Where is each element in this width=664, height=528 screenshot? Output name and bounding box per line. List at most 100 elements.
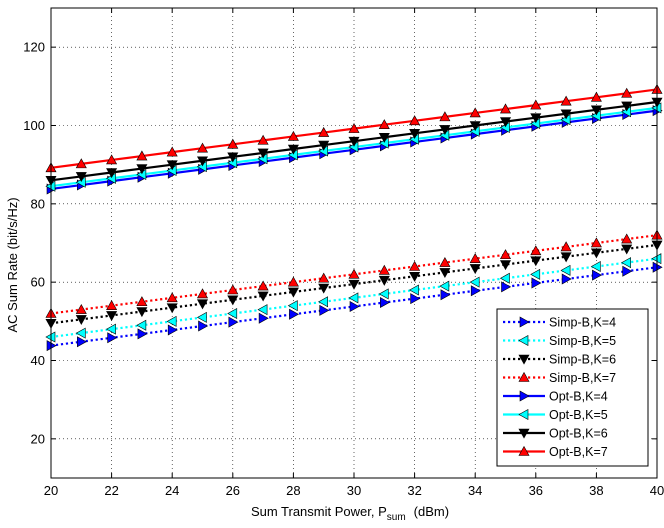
data-point: [499, 103, 512, 114]
data-point: [378, 264, 390, 275]
x-tick-label: 26: [226, 483, 240, 498]
data-point: [196, 142, 209, 153]
y-tick-label: 40: [31, 353, 45, 368]
data-point: [621, 233, 633, 244]
data-point: [75, 303, 87, 314]
data-point: [530, 113, 542, 124]
data-point: [136, 164, 148, 175]
data-point: [137, 328, 148, 340]
legend-marker: [519, 390, 530, 402]
x-axis-label: Sum Transmit Power, Psum (dBm): [251, 504, 449, 523]
legend-entry: Simp-B,K=5: [503, 334, 616, 348]
data-point: [318, 296, 329, 308]
data-point: [348, 268, 360, 279]
x-tick-label: 36: [529, 483, 543, 498]
data-point: [470, 285, 481, 297]
x-tick-label: 40: [650, 483, 664, 498]
legend-marker: [518, 445, 530, 456]
axis-ticks: [50, 8, 658, 478]
data-point: [469, 121, 481, 132]
data-point: [409, 129, 421, 139]
legend-marker: [518, 334, 529, 347]
data-point: [621, 257, 632, 269]
data-point: [318, 272, 330, 283]
data-point: [166, 160, 178, 171]
data-point: [196, 311, 207, 323]
data-point: [289, 308, 300, 320]
data-point: [469, 107, 481, 118]
data-point: [287, 130, 299, 141]
data-point: [198, 320, 209, 332]
data-point: [590, 248, 602, 259]
data-point: [106, 168, 118, 179]
data-point: [107, 332, 118, 344]
data-point: [318, 283, 330, 294]
data-point: [318, 126, 330, 137]
y-tick-label: 100: [23, 118, 45, 133]
data-point: [348, 136, 360, 147]
legend-marker: [518, 428, 530, 439]
data-point: [196, 156, 209, 167]
data-point: [166, 146, 178, 157]
data-point: [287, 276, 299, 287]
data-point: [590, 91, 602, 102]
legend-label: Simp-B,K=6: [549, 353, 616, 367]
legend: Simp-B,K=4 Simp-B,K=5 Simp-B,K=6 Simp-B,K=7…: [496, 308, 649, 467]
data-point: [621, 101, 633, 112]
data-point: [530, 256, 542, 267]
data-point: [287, 300, 298, 312]
data-point: [621, 87, 633, 98]
data-point: [439, 256, 451, 267]
data-point: [469, 264, 481, 275]
data-point: [499, 249, 512, 260]
x-tick-label: 28: [286, 483, 300, 498]
data-point: [592, 269, 603, 281]
data-point: [257, 280, 269, 291]
y-tick-label: 60: [31, 275, 45, 290]
y-tick-label: 80: [31, 196, 45, 211]
data-point: [440, 289, 451, 301]
series-opt-b-k-7: [45, 83, 663, 173]
legend-label: Simp-B,K=7: [549, 371, 616, 385]
data-point: [348, 292, 359, 304]
data-point: [106, 300, 118, 310]
data-point: [196, 299, 209, 310]
x-tick-labels: 20 22 24 26 28 30 32 34 36 38 40: [44, 483, 664, 498]
data-point: [167, 324, 178, 336]
legend-entry: Simp-B,K=6: [503, 353, 616, 367]
data-point: [561, 273, 572, 285]
legend-label: Opt-B,K=5: [549, 408, 608, 422]
data-point: [136, 319, 147, 331]
data-point: [227, 307, 238, 320]
x-tick-label: 24: [165, 483, 179, 498]
data-point: [319, 304, 330, 316]
data-point: [439, 125, 451, 136]
legend-entry: Opt-B,K=6: [503, 427, 608, 441]
data-point: [227, 284, 239, 295]
data-point: [530, 268, 541, 280]
series-opt-b-k-5: [45, 102, 662, 192]
data-point: [621, 244, 633, 255]
data-point: [166, 315, 177, 327]
data-point: [439, 268, 451, 278]
data-point: [228, 316, 239, 328]
data-point: [439, 280, 450, 292]
series-simp-b-k-4: [46, 261, 663, 352]
data-point: [378, 288, 389, 300]
data-point: [469, 276, 480, 288]
data-point: [379, 297, 390, 309]
data-point: [560, 109, 572, 120]
data-point: [439, 111, 451, 122]
data-point: [622, 265, 633, 277]
data-point: [530, 99, 542, 110]
data-point: [530, 245, 542, 256]
data-point: [257, 134, 269, 145]
data-point: [499, 117, 512, 128]
series-layer: [45, 83, 663, 352]
legend-marker: [518, 354, 530, 365]
data-point: [257, 304, 268, 316]
data-point: [75, 172, 87, 183]
legend-entry: Simp-B,K=7: [503, 371, 616, 385]
data-point: [590, 260, 601, 273]
legend-marker: [518, 371, 530, 382]
